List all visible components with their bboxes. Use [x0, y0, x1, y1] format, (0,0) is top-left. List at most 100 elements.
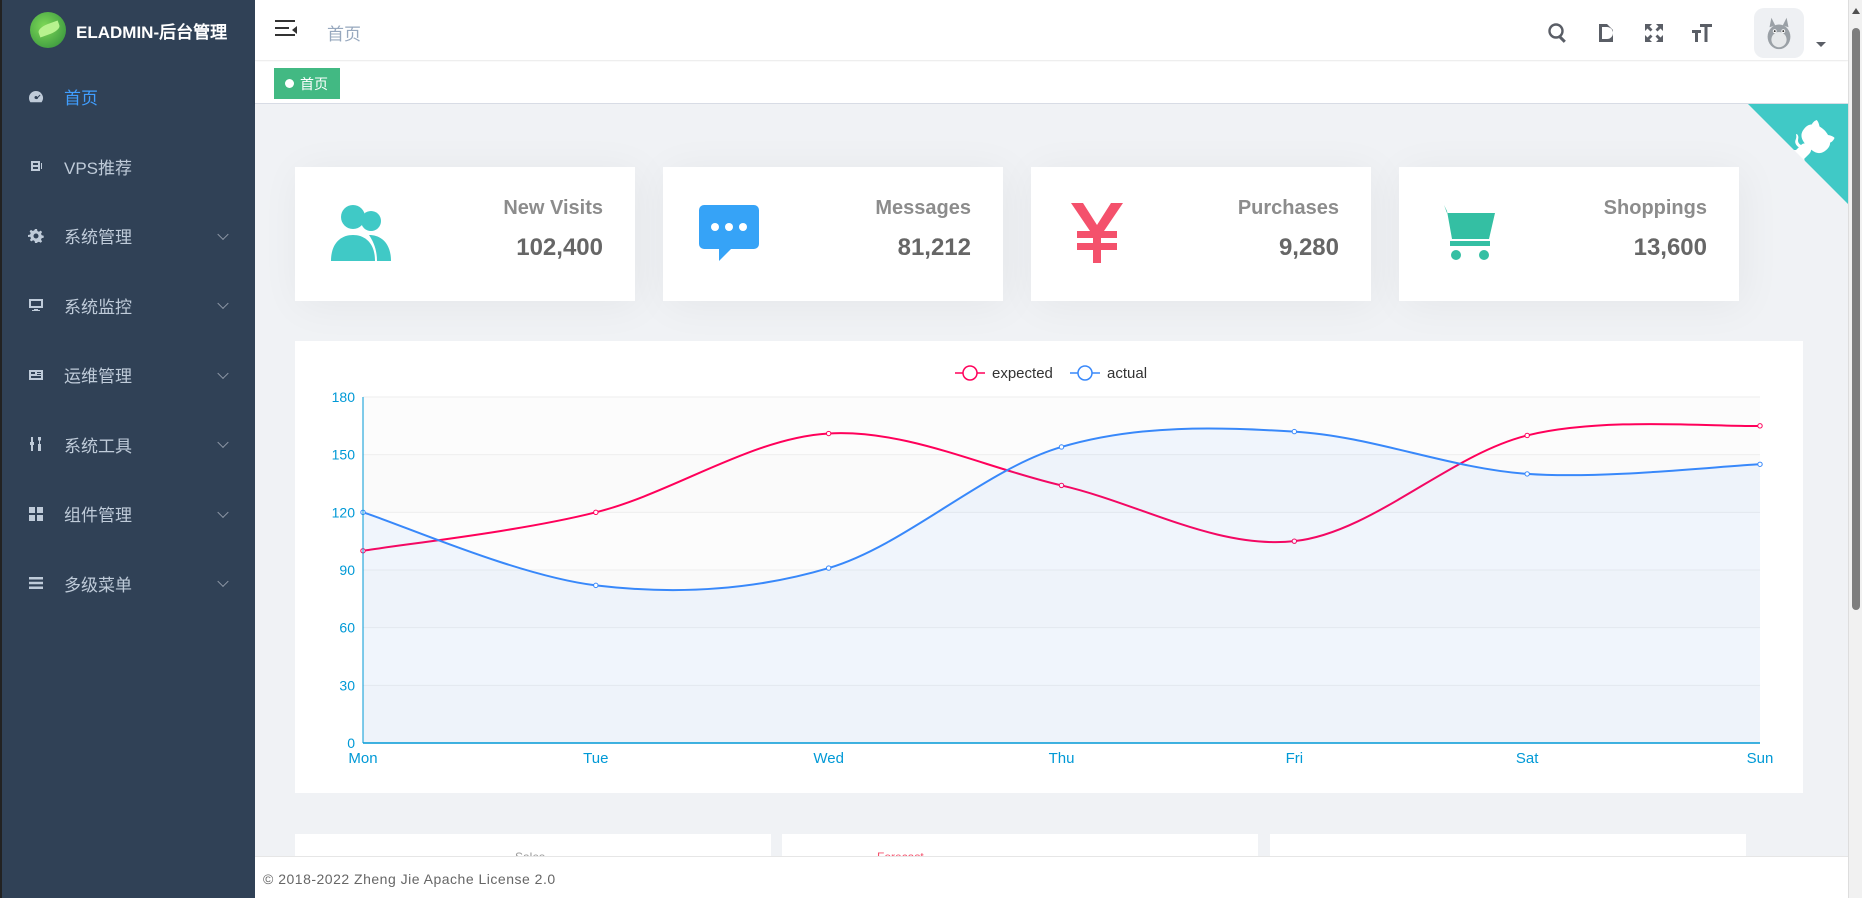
font-size-icon[interactable] — [1688, 19, 1716, 47]
y-tick-label: 60 — [339, 620, 355, 636]
chevron-down-icon — [217, 506, 229, 518]
dashboard-icon — [28, 89, 44, 105]
sidebar-item-label: 组件管理 — [64, 506, 132, 526]
y-tick-label: 120 — [332, 504, 356, 520]
scroll-up-icon[interactable] — [1852, 8, 1860, 14]
panel-description: Shoppings 13,600 — [1604, 197, 1707, 262]
grid-band — [363, 570, 1760, 628]
message-icon — [697, 201, 761, 265]
logo-leaf-icon — [30, 12, 66, 48]
panel-label: New Visits — [503, 197, 603, 219]
dashboard: New Visits 102,400 Messages 81,212 Purch… — [255, 104, 1848, 856]
panel-new-visits[interactable]: New Visits 102,400 — [295, 167, 635, 301]
panel-description: New Visits 102,400 — [503, 197, 603, 262]
sidebar-item-5[interactable]: 系统工具 — [2, 410, 255, 480]
y-tick-label: 30 — [339, 677, 355, 693]
panel-messages[interactable]: Messages 81,212 — [663, 167, 1003, 301]
y-tick-label: 180 — [332, 389, 356, 405]
sidebar-item-label: 系统工具 — [64, 436, 132, 456]
panel-value: 13,600 — [1633, 234, 1707, 261]
panel-shoppings[interactable]: Shoppings 13,600 — [1399, 167, 1739, 301]
caret-down-icon[interactable] — [1816, 41, 1826, 47]
chart-card: Forecast — [782, 834, 1258, 856]
chart-card: Sales — [295, 834, 771, 856]
data-point-actual-Sun — [1757, 461, 1763, 467]
data-point-expected-Sat — [1524, 432, 1530, 439]
github-corner-icon[interactable] — [1748, 104, 1848, 204]
panel-label: Purchases — [1237, 197, 1339, 219]
panel-label: Shoppings — [1603, 197, 1707, 219]
sidebar-item-3[interactable]: 系统监控 — [2, 271, 255, 341]
panel-value: 102,400 — [516, 234, 603, 261]
menu-icon — [28, 575, 44, 591]
document-icon[interactable] — [1592, 19, 1620, 47]
yen-icon — [1065, 201, 1129, 265]
sidebar-item-6[interactable]: 组件管理 — [2, 479, 255, 549]
sidebar-item-0[interactable]: 首页 — [2, 62, 255, 132]
sidebar-menu: 首页 VPS推荐系统管理系统监控运维管理系统工具组件管理多级菜单 — [2, 62, 255, 618]
cart-icon — [1433, 201, 1497, 265]
sidebar-item-7[interactable]: 多级菜单 — [2, 549, 255, 619]
series-area-actual — [363, 428, 1760, 743]
line-chart-svg: 0 30 60 90 120 150 180 Mon Tue Wed Thu Fri Sat Sun exp… — [332, 365, 1774, 767]
x-tick-label: Tue — [583, 750, 608, 767]
x-tick-label: Fri — [1286, 750, 1304, 767]
sidebar-item-2[interactable]: 系统管理 — [2, 201, 255, 271]
x-tick-label: Wed — [813, 750, 844, 767]
x-tick-label: Sat — [1516, 750, 1539, 767]
logo[interactable]: ELADMIN-后台管理 — [2, 0, 255, 60]
sidebar-item-label: 系统监控 — [64, 297, 132, 317]
data-point-expected-Fri — [1291, 538, 1298, 544]
dot-icon — [285, 79, 294, 88]
panel-description: Messages 81,212 — [875, 197, 971, 262]
chart-card — [1270, 834, 1746, 856]
copyright-text: © 2018-2022 Zheng Jie Apache License 2.0 — [263, 871, 556, 887]
scroll-thumb[interactable] — [1852, 28, 1860, 610]
fullscreen-icon[interactable] — [1640, 19, 1668, 47]
chevron-down-icon — [217, 228, 229, 240]
legend-label: actual — [1107, 365, 1147, 382]
footer: © 2018-2022 Zheng Jie Apache License 2.0 — [255, 856, 1848, 898]
sidebar-item-1[interactable]: VPS推荐 — [2, 132, 255, 202]
tags-view: 首页 — [255, 62, 1848, 104]
tools-icon — [28, 436, 44, 452]
navbar: 首页 — [255, 0, 1848, 61]
scrollbar[interactable] — [1848, 0, 1862, 898]
panel-value: 81,212 — [897, 234, 971, 261]
server-icon — [28, 158, 44, 174]
card-chart-legend: Sales — [515, 850, 545, 856]
grid-band — [363, 512, 1760, 570]
data-point-actual-Sat — [1524, 471, 1530, 477]
avatar[interactable] — [1754, 8, 1804, 58]
legend-marker-actual — [1077, 365, 1093, 381]
data-point-expected-Tue — [593, 509, 599, 516]
data-point-expected-Sun — [1757, 423, 1763, 429]
search-icon[interactable] — [1544, 19, 1572, 47]
tag-home[interactable]: 首页 — [274, 68, 340, 99]
ops-icon — [28, 367, 44, 383]
breadcrumb[interactable]: 首页 — [327, 25, 361, 44]
y-tick-label: 90 — [339, 562, 355, 578]
x-tick-label: Thu — [1049, 750, 1075, 767]
gear-icon — [28, 228, 44, 244]
line-chart: 0 30 60 90 120 150 180 Mon Tue Wed Thu Fri Sat Sun exp… — [295, 341, 1803, 793]
data-point-expected-Thu — [1058, 482, 1065, 489]
panel-description: Purchases 9,280 — [1238, 197, 1339, 262]
x-tick-label: Sun — [1747, 750, 1774, 767]
chevron-down-icon — [217, 367, 229, 379]
card-chart-legend: Forecast — [877, 850, 924, 856]
hamburger-icon[interactable] — [275, 20, 297, 40]
grid-band — [363, 627, 1760, 686]
tag-label: 首页 — [300, 75, 328, 92]
sidebar-item-label: 运维管理 — [64, 367, 132, 387]
data-point-actual-Wed — [825, 565, 832, 571]
y-tick-label: 0 — [347, 735, 355, 751]
data-point-actual-Thu — [1058, 444, 1065, 450]
panel-purchases[interactable]: Purchases 9,280 — [1031, 167, 1371, 301]
right-menu — [1544, 8, 1826, 58]
panel-value: 9,280 — [1278, 234, 1339, 261]
sidebar-item-label: 多级菜单 — [64, 575, 132, 595]
sidebar-item-4[interactable]: 运维管理 — [2, 340, 255, 410]
sidebar-item-label: VPS推荐 — [64, 158, 133, 178]
sidebar-item-label: 系统管理 — [64, 228, 132, 248]
